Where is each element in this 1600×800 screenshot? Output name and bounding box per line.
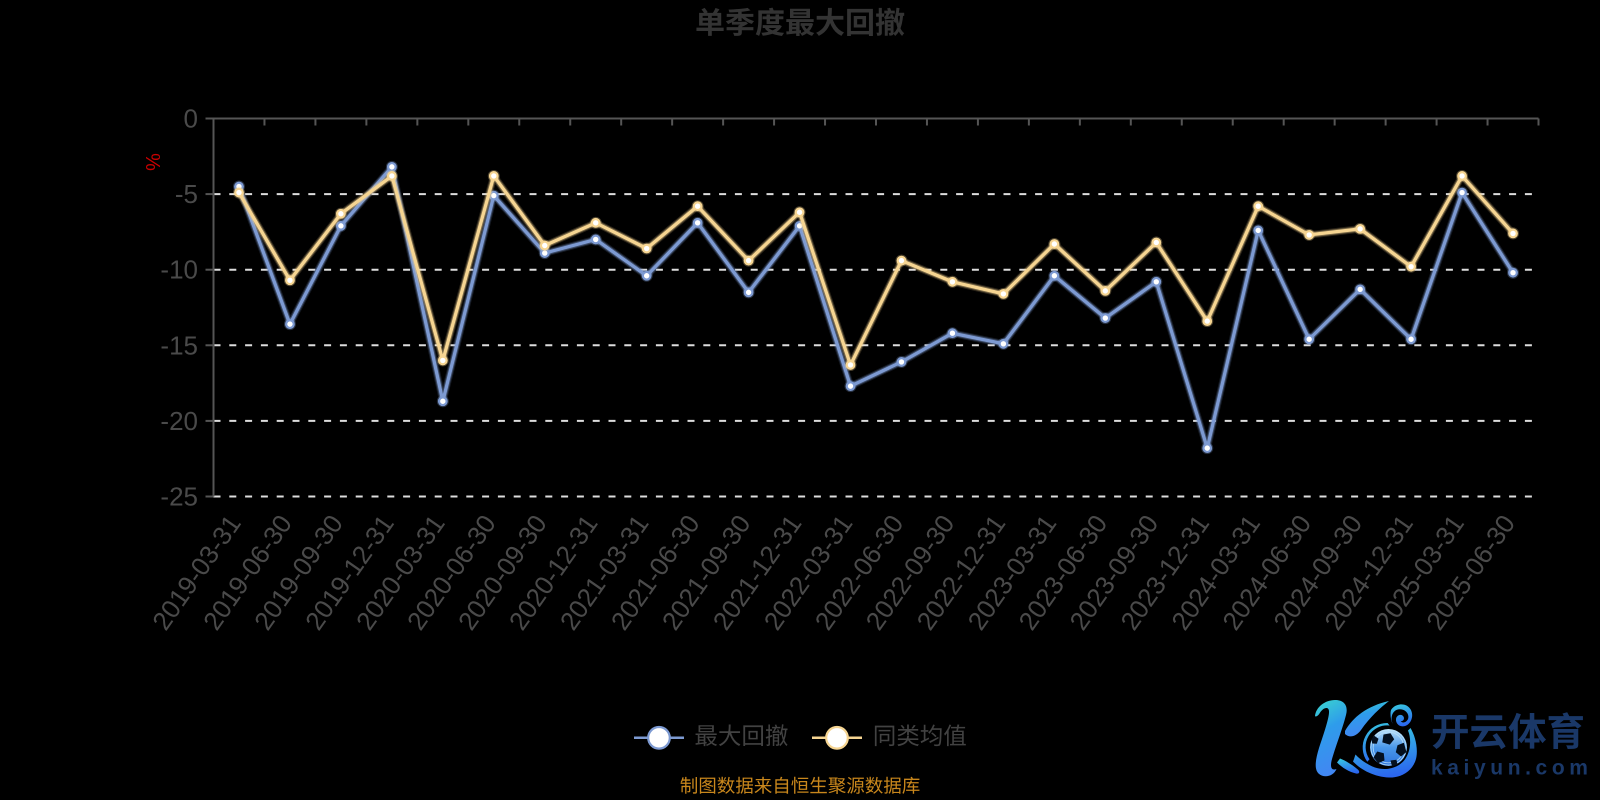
svg-text:-20: -20 [160, 406, 198, 436]
svg-text:-5: -5 [175, 179, 198, 209]
svg-text:0: 0 [184, 104, 198, 134]
svg-text:-25: -25 [160, 482, 198, 512]
svg-text:kaiyun.com: kaiyun.com [1431, 757, 1593, 780]
svg-text:-15: -15 [160, 330, 198, 360]
svg-text:-10: -10 [160, 255, 198, 285]
svg-text:%: % [141, 153, 163, 171]
